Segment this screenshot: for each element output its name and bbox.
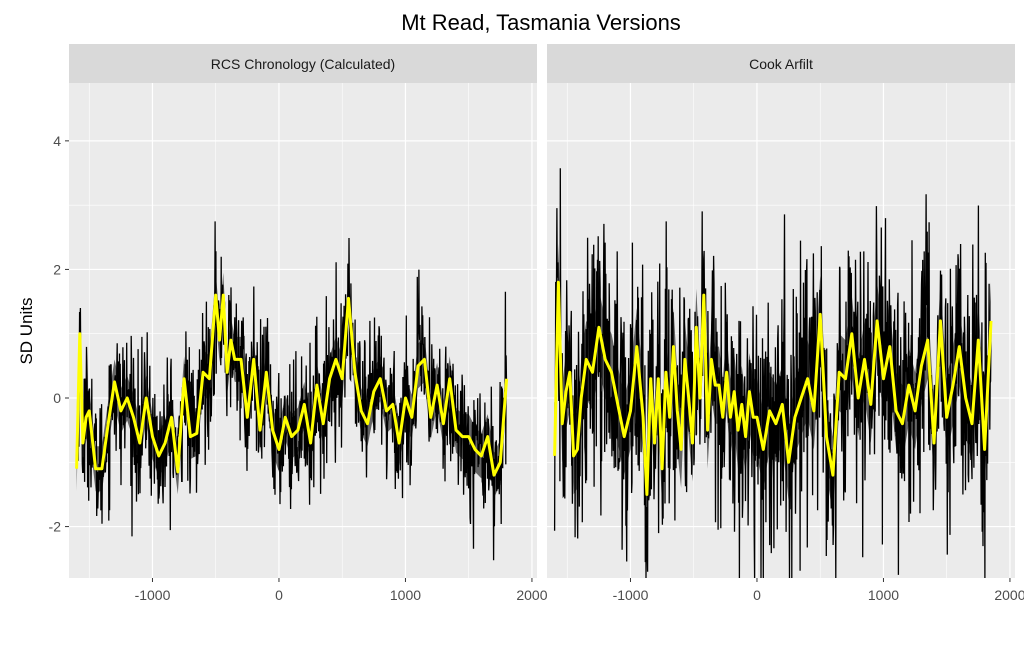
x-tick-label: 0 bbox=[275, 587, 283, 603]
chart-title: Mt Read, Tasmania Versions bbox=[401, 10, 681, 35]
y-tick-label: 0 bbox=[53, 390, 61, 406]
x-tick-label: 1000 bbox=[390, 587, 421, 603]
x-tick-label: 2000 bbox=[516, 587, 547, 603]
plot-background bbox=[69, 83, 537, 578]
x-tick-label: -1000 bbox=[613, 587, 649, 603]
y-tick-label: 4 bbox=[53, 133, 61, 149]
smoothed-line bbox=[553, 280, 993, 496]
x-axis-ticks: -1000 0 1000 2000 bbox=[613, 578, 1024, 603]
y-tick-label: -2 bbox=[49, 519, 62, 535]
strip-background bbox=[69, 44, 537, 83]
y-axis-ticks: -2 0 2 4 bbox=[49, 133, 69, 535]
smoothed-line bbox=[75, 293, 509, 477]
y-axis-label: SD Units bbox=[17, 297, 36, 364]
x-tick-label: -1000 bbox=[135, 587, 171, 603]
x-tick-label: 1000 bbox=[868, 587, 899, 603]
panel-rcs-chronology: RCS Chronology (Calculated) -1000 0 1000 20… bbox=[69, 44, 548, 603]
annual-line bbox=[553, 168, 992, 579]
x-tick-label: 2000 bbox=[994, 587, 1024, 603]
smoothed-series bbox=[75, 293, 509, 477]
gridlines bbox=[69, 83, 537, 578]
smoothed-series bbox=[553, 280, 993, 496]
panel-cook-arfilt: Cook Arfilt -1000 0 1000 2000 bbox=[547, 44, 1024, 603]
y-tick-label: 2 bbox=[53, 261, 61, 277]
x-tick-label: 0 bbox=[753, 587, 761, 603]
annual-series bbox=[553, 168, 992, 579]
strip-label-cook: Cook Arfilt bbox=[749, 56, 813, 72]
x-axis-ticks: -1000 0 1000 2000 bbox=[135, 578, 548, 603]
strip-label-rcs: RCS Chronology (Calculated) bbox=[211, 56, 395, 72]
strip-background bbox=[547, 44, 1015, 83]
